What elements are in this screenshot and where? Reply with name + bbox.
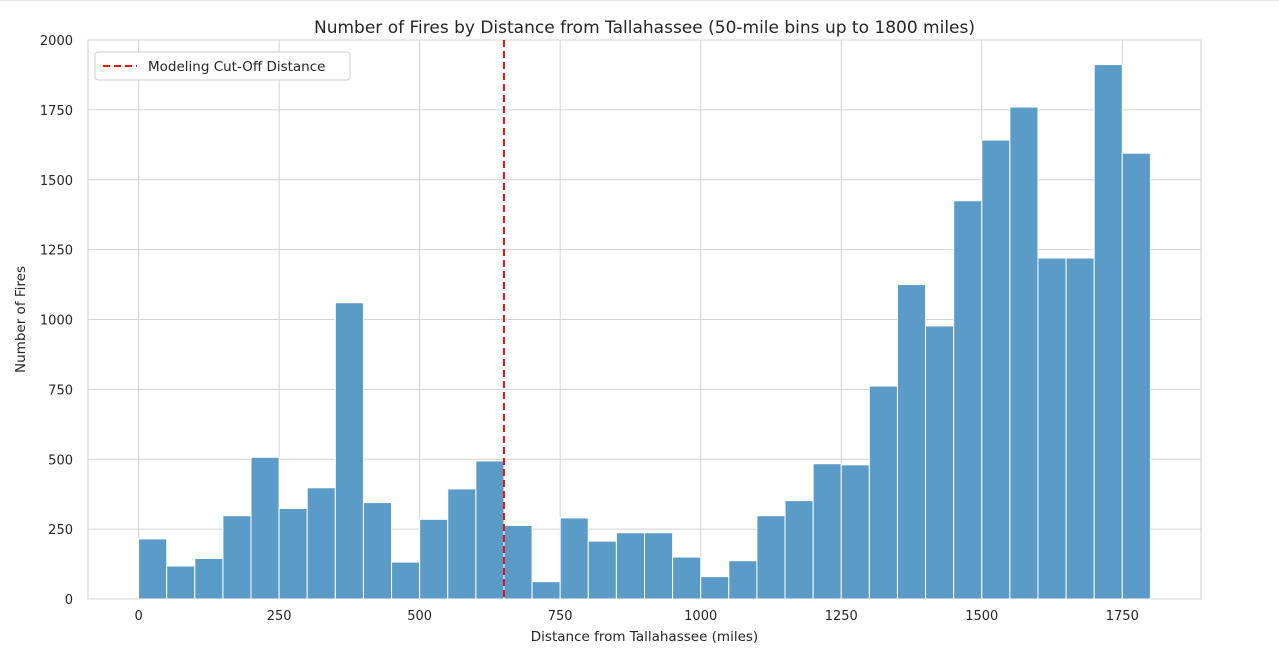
x-tick-label: 750	[548, 609, 573, 624]
y-axis-label: Number of Fires	[13, 266, 29, 373]
y-tick-label: 250	[48, 523, 73, 538]
histogram-bar	[784, 500, 814, 600]
y-tick-label: 1750	[40, 104, 73, 119]
histogram-bar	[644, 532, 674, 600]
histogram-bar	[334, 302, 364, 600]
histogram-bar	[362, 502, 393, 600]
histogram-bar	[503, 524, 533, 600]
histogram-bar	[840, 464, 870, 600]
histogram-bar	[700, 576, 730, 600]
histogram-bar	[391, 561, 421, 600]
histogram-bar	[1065, 257, 1095, 600]
histogram-bar	[1121, 152, 1151, 600]
histogram-bar	[447, 488, 477, 600]
histogram-bar	[812, 463, 842, 600]
histogram-bar	[194, 557, 224, 600]
histogram-bar	[419, 518, 449, 600]
chart-title: Number of Fires by Distance from Tallaha…	[314, 18, 975, 38]
histogram-bar	[896, 284, 927, 600]
x-tick-label: 500	[407, 609, 432, 624]
x-tick-label: 250	[267, 609, 292, 624]
histogram-bar	[138, 538, 168, 600]
legend: Modeling Cut-Off Distance	[94, 51, 351, 81]
x-axis-label: Distance from Tallahassee (miles)	[531, 629, 758, 645]
histogram-bar	[1009, 106, 1039, 600]
x-ticks: 0 250 500 750 1000 1250 1500 1750	[134, 609, 1138, 624]
bars	[138, 64, 1151, 600]
top-border	[0, 0, 1279, 1]
histogram-bar	[531, 581, 561, 600]
x-tick-label: 1250	[825, 609, 858, 624]
x-tick-label: 1750	[1106, 609, 1139, 624]
y-tick-label: 750	[48, 383, 73, 398]
histogram-bar	[278, 507, 308, 600]
x-tick-label: 0	[134, 609, 142, 624]
y-tick-label: 1000	[40, 314, 73, 329]
histogram-bar	[166, 565, 196, 600]
histogram-bar	[559, 517, 589, 600]
histogram-bar	[222, 515, 252, 600]
x-tick-label: 1500	[965, 609, 998, 624]
histogram-bar	[615, 532, 645, 600]
y-tick-label: 2000	[40, 34, 73, 49]
y-tick-label: 0	[65, 593, 73, 608]
y-tick-label: 500	[48, 453, 73, 468]
histogram-bar	[306, 487, 336, 600]
histogram-bar	[672, 556, 702, 600]
histogram-bar	[868, 385, 898, 600]
histogram-bar	[925, 325, 955, 600]
histogram-bar	[475, 460, 505, 600]
x-tick-label: 1000	[684, 609, 717, 624]
histogram-bar	[981, 139, 1011, 600]
histogram-bar	[953, 200, 983, 600]
histogram-bar	[728, 560, 758, 600]
y-tick-label: 1250	[40, 244, 73, 259]
histogram-bar	[756, 515, 786, 600]
y-ticks: 0 250 500 750 1000 1250 1500 1750 2000	[40, 34, 73, 608]
legend-label: Modeling Cut-Off Distance	[148, 59, 325, 75]
legend-box	[94, 51, 351, 81]
histogram-bar	[250, 456, 280, 600]
histogram-bar	[1037, 257, 1067, 600]
y-tick-label: 1500	[40, 174, 73, 189]
histogram-bar	[1093, 64, 1123, 600]
histogram-bar	[587, 540, 617, 600]
